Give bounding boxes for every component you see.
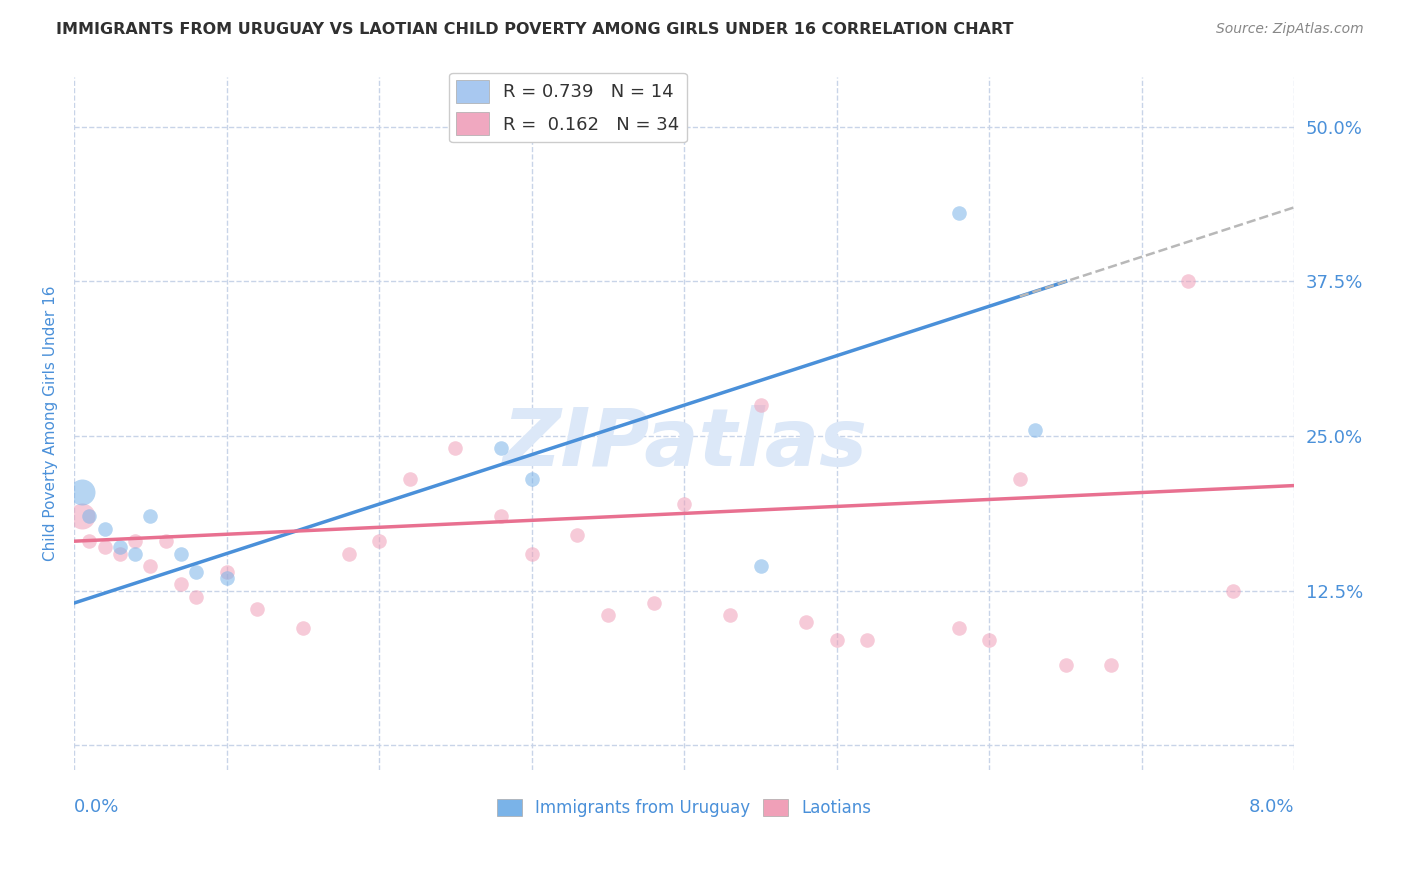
- Point: [825, 633, 848, 648]
- Point: [794, 615, 817, 629]
- Point: [108, 541, 131, 555]
- Point: [124, 534, 146, 549]
- Point: [673, 497, 696, 511]
- Point: [1024, 423, 1046, 437]
- Point: [215, 571, 238, 585]
- Text: 0.0%: 0.0%: [75, 797, 120, 815]
- Point: [246, 602, 269, 616]
- Point: [170, 547, 193, 561]
- Point: [749, 398, 772, 412]
- Point: [643, 596, 665, 610]
- Point: [718, 608, 741, 623]
- Point: [444, 442, 467, 456]
- Point: [291, 621, 314, 635]
- Point: [368, 534, 391, 549]
- Point: [1008, 472, 1031, 486]
- Point: [124, 547, 146, 561]
- Point: [184, 590, 207, 604]
- Point: [337, 547, 360, 561]
- Point: [520, 547, 543, 561]
- Text: 8.0%: 8.0%: [1249, 797, 1295, 815]
- Point: [596, 608, 619, 623]
- Point: [979, 633, 1001, 648]
- Point: [567, 528, 589, 542]
- Point: [1177, 275, 1199, 289]
- Point: [170, 577, 193, 591]
- Point: [948, 621, 970, 635]
- Point: [93, 522, 115, 536]
- Point: [489, 509, 512, 524]
- Point: [93, 541, 115, 555]
- Point: [139, 509, 162, 524]
- Point: [948, 206, 970, 220]
- Point: [398, 472, 420, 486]
- Point: [749, 558, 772, 573]
- Point: [1054, 657, 1077, 672]
- Text: IMMIGRANTS FROM URUGUAY VS LAOTIAN CHILD POVERTY AMONG GIRLS UNDER 16 CORRELATIO: IMMIGRANTS FROM URUGUAY VS LAOTIAN CHILD…: [56, 22, 1014, 37]
- Point: [215, 565, 238, 579]
- Point: [70, 484, 93, 499]
- Legend: Immigrants from Uruguay, Laotians: Immigrants from Uruguay, Laotians: [491, 792, 879, 824]
- Point: [155, 534, 177, 549]
- Point: [1099, 657, 1122, 672]
- Point: [184, 565, 207, 579]
- Point: [79, 509, 101, 524]
- Text: ZIPatlas: ZIPatlas: [502, 406, 866, 483]
- Point: [489, 442, 512, 456]
- Point: [108, 547, 131, 561]
- Point: [79, 534, 101, 549]
- Y-axis label: Child Poverty Among Girls Under 16: Child Poverty Among Girls Under 16: [44, 286, 58, 561]
- Point: [520, 472, 543, 486]
- Text: Source: ZipAtlas.com: Source: ZipAtlas.com: [1216, 22, 1364, 37]
- Point: [1222, 583, 1244, 598]
- Point: [70, 509, 93, 524]
- Point: [856, 633, 879, 648]
- Point: [139, 558, 162, 573]
